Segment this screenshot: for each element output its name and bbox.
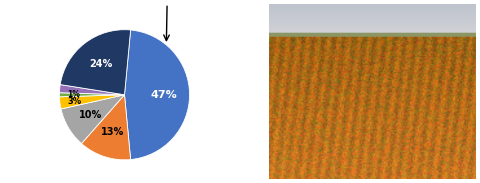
Wedge shape — [61, 95, 124, 143]
Wedge shape — [124, 30, 190, 160]
Text: 13%: 13% — [101, 127, 124, 137]
Wedge shape — [60, 93, 124, 97]
Text: 3%: 3% — [67, 97, 81, 106]
Wedge shape — [82, 95, 131, 160]
Text: 10%: 10% — [79, 110, 103, 120]
Wedge shape — [60, 85, 124, 95]
Wedge shape — [60, 95, 124, 109]
Text: 47%: 47% — [150, 90, 177, 100]
Wedge shape — [60, 30, 131, 95]
Text: 24%: 24% — [89, 59, 112, 69]
Text: 1%: 1% — [67, 90, 80, 99]
